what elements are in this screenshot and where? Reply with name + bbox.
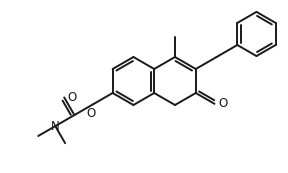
Text: O: O	[218, 97, 227, 110]
Text: O: O	[86, 107, 96, 120]
Text: N: N	[51, 120, 60, 133]
Text: O: O	[67, 91, 76, 104]
